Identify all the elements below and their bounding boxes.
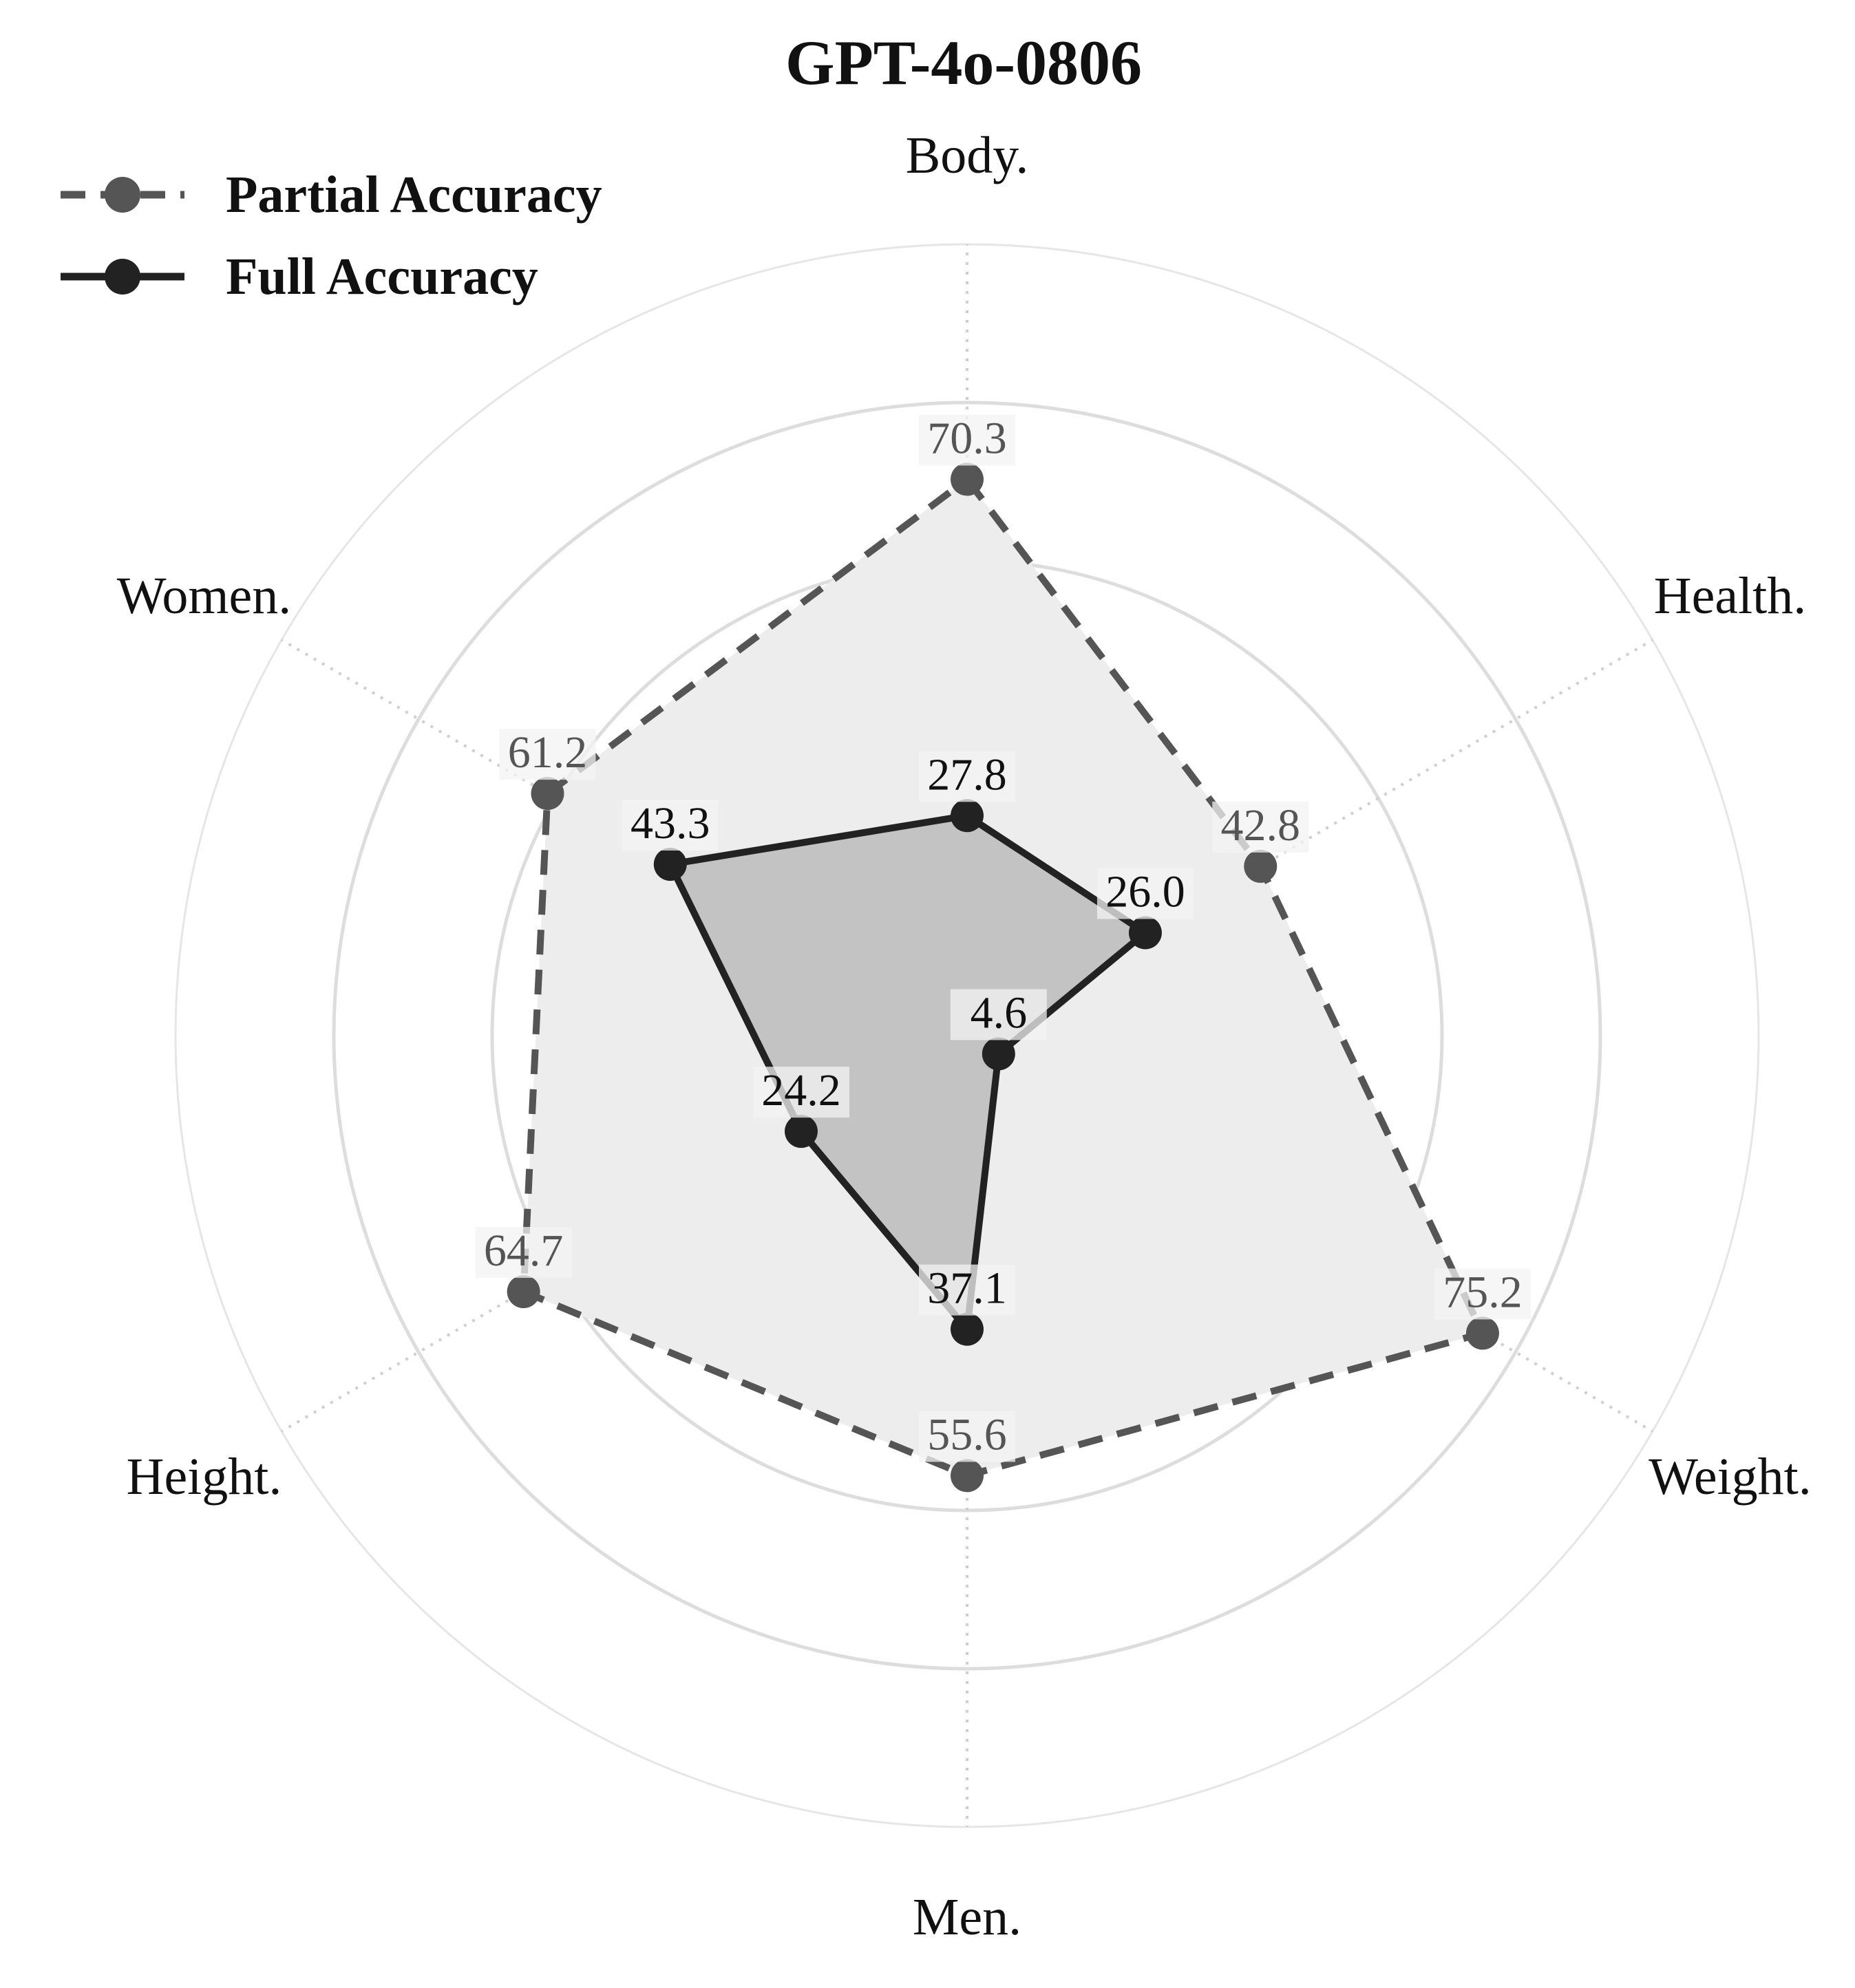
legend-item-partial: Partial Accuracy xyxy=(61,166,602,224)
value-label-bg xyxy=(919,751,1015,802)
value-label-bg xyxy=(919,1411,1015,1462)
value-label-bg xyxy=(950,989,1047,1040)
grid-spoke xyxy=(966,639,1653,1037)
point-partial xyxy=(1465,1316,1499,1350)
value-label-text: 42.8 xyxy=(1221,800,1301,851)
value-label-full: 26.0 xyxy=(1096,867,1194,919)
chart-title: GPT-4o-0806 xyxy=(785,28,1142,98)
axis-label: Men. xyxy=(913,1888,1021,1946)
point-full xyxy=(982,1037,1015,1071)
value-label-partial: 75.2 xyxy=(1434,1267,1531,1320)
value-label-bg xyxy=(622,800,719,851)
point-partial xyxy=(951,462,984,496)
value-label-bg xyxy=(499,729,596,780)
axis-label: Height. xyxy=(127,1448,282,1506)
legend-label-partial: Partial Accuracy xyxy=(226,166,602,224)
value-label-full: 4.6 xyxy=(950,987,1047,1040)
value-label-partial: 42.8 xyxy=(1212,800,1309,853)
legend: Partial Accuracy Full Accuracy xyxy=(61,166,602,306)
value-label-partial: 61.2 xyxy=(499,727,596,780)
value-label-bg xyxy=(1434,1268,1531,1320)
point-full xyxy=(1128,916,1162,950)
legend-marker-full xyxy=(105,259,140,295)
value-label-partial: 55.6 xyxy=(919,1409,1015,1462)
point-partial xyxy=(507,1275,540,1309)
value-label-text: 75.2 xyxy=(1443,1267,1523,1317)
value-label-partial: 70.3 xyxy=(919,414,1015,466)
area-full xyxy=(670,815,1145,1329)
value-label-text: 37.1 xyxy=(927,1263,1007,1314)
value-label-text: 26.0 xyxy=(1105,867,1185,917)
value-label-text: 27.8 xyxy=(927,749,1007,800)
value-label-text: 55.6 xyxy=(927,1409,1007,1460)
axis-label: Weight. xyxy=(1649,1448,1812,1506)
legend-item-full: Full Accuracy xyxy=(61,248,538,306)
value-label-full: 43.3 xyxy=(622,798,719,851)
grid-ring xyxy=(332,400,1602,1671)
point-partial xyxy=(951,1459,984,1493)
value-label-bg xyxy=(919,414,1015,466)
value-label-bg xyxy=(1212,801,1309,853)
value-label-partial: 64.7 xyxy=(475,1226,572,1279)
axis-label-layer: Body. Health. Weight. Men. Height. Women. xyxy=(117,127,1812,1946)
value-label-bg xyxy=(919,1264,1015,1316)
value-label-text: 64.7 xyxy=(484,1226,564,1276)
value-label-bg xyxy=(1096,868,1194,919)
value-label-full: 24.2 xyxy=(752,1065,849,1118)
point-full xyxy=(951,799,984,833)
point-full xyxy=(653,848,687,881)
value-label-bg xyxy=(475,1227,572,1279)
legend-label-full: Full Accuracy xyxy=(226,248,538,306)
point-partial xyxy=(531,777,564,811)
value-label-text: 4.6 xyxy=(971,987,1028,1038)
value-label-full: 27.8 xyxy=(919,749,1015,802)
axis-label: Women. xyxy=(117,567,292,625)
value-label-bg xyxy=(752,1067,849,1118)
value-label-layer: 70.3 42.8 75.2 55.6 64.7 61.2 27.8 26.0 4.6 37.1 2… xyxy=(475,414,1531,1462)
point-full xyxy=(784,1115,818,1148)
axis-label: Health. xyxy=(1654,567,1807,625)
legend-marker-partial xyxy=(105,177,140,213)
series-layer xyxy=(507,462,1499,1493)
point-partial xyxy=(1244,849,1278,883)
value-label-text: 61.2 xyxy=(508,727,588,778)
point-full xyxy=(951,1312,984,1346)
axis-label: Body. xyxy=(906,127,1029,184)
value-label-full: 37.1 xyxy=(919,1263,1015,1316)
value-label-text: 70.3 xyxy=(927,414,1007,464)
value-label-text: 43.3 xyxy=(630,798,710,848)
value-label-text: 24.2 xyxy=(761,1065,841,1115)
